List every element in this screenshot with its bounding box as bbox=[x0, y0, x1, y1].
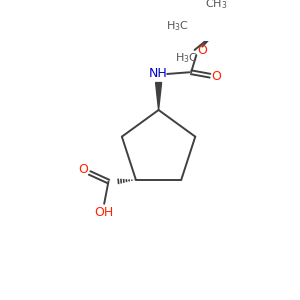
Text: H$_3$C: H$_3$C bbox=[175, 51, 197, 64]
Polygon shape bbox=[156, 82, 162, 110]
Text: OH: OH bbox=[94, 206, 114, 219]
Text: O: O bbox=[211, 70, 221, 83]
Text: O: O bbox=[78, 163, 88, 176]
Text: O: O bbox=[197, 44, 207, 57]
Text: H$_3$C: H$_3$C bbox=[166, 19, 189, 33]
Text: NH: NH bbox=[149, 68, 168, 80]
Text: CH$_3$: CH$_3$ bbox=[205, 0, 227, 11]
